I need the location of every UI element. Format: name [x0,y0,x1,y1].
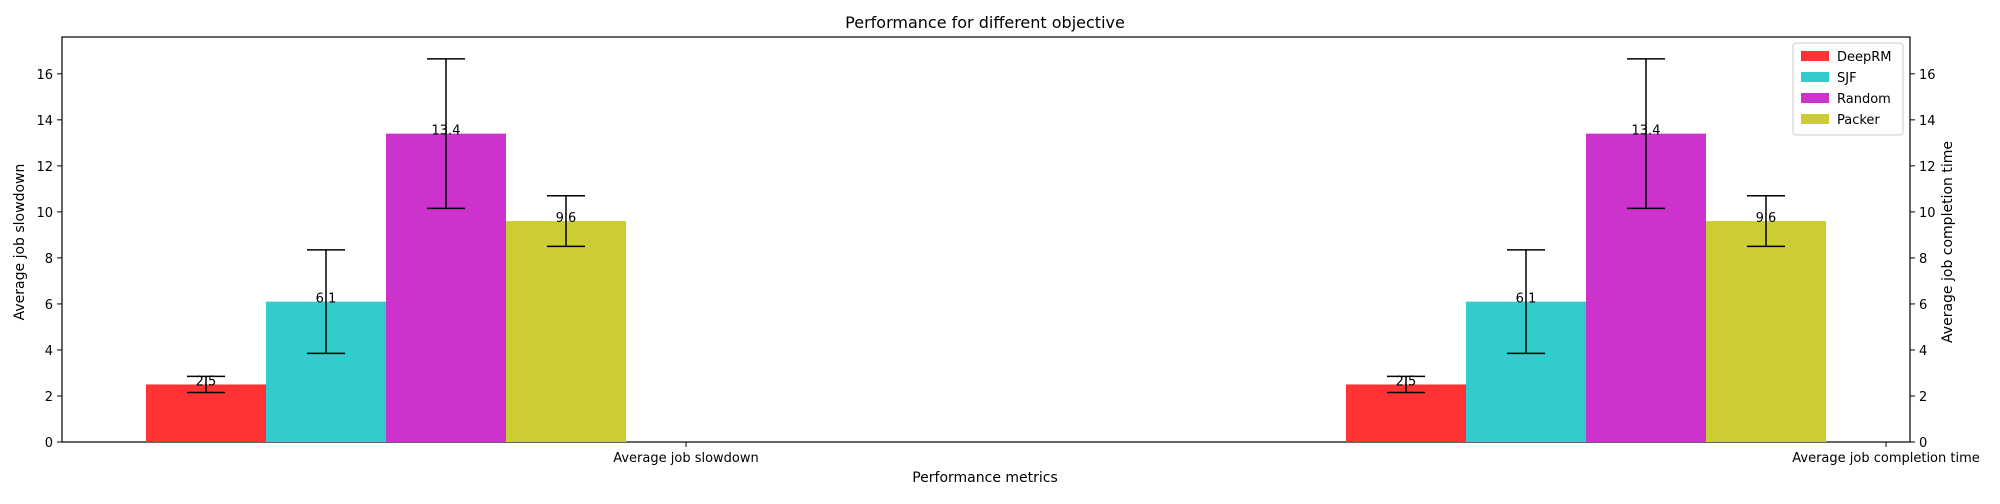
y-tick-label-right: 8 [1919,252,1927,267]
axes-frame [61,36,1911,443]
x-axis-label: Performance metrics [912,470,1058,486]
data-label: 2.5 [1396,374,1417,389]
y-tick-label-right: 10 [1919,206,1936,221]
bar-deeprm [146,384,266,442]
data-label: 13.4 [1632,124,1661,139]
y-tick-label-left: 4 [45,344,53,359]
y-tick-label-left: 10 [36,206,53,221]
legend-swatch [1801,93,1829,103]
data-label: 13.4 [432,124,461,139]
bar-deeprm [1346,384,1466,442]
y-tick-label-right: 4 [1919,344,1927,359]
legend-label: DeepRM [1837,50,1892,65]
y-tick-label-right: 12 [1919,160,1936,175]
y-tick-label-left: 8 [45,252,53,267]
data-label: 6.1 [316,292,337,307]
y-axis-label-right: Average job completion time [1940,141,1956,343]
legend-swatch [1801,114,1829,124]
data-label: 2.5 [196,374,217,389]
y-tick-label-left: 16 [36,68,53,83]
y-tick-label-right: 2 [1919,390,1927,405]
y-tick-label-left: 2 [45,390,53,405]
legend-box [1792,42,1904,136]
y-axis-label-left: Average job slowdown [12,164,28,321]
y-tick-label-left: 14 [36,114,53,129]
y-tick-label-right: 16 [1919,68,1936,83]
legend-label: Random [1837,92,1891,107]
y-tick-label-left: 0 [45,436,53,451]
x-tick-label: Average job slowdown [613,451,759,466]
plot-area: 0 0 2 2 4 4 6 6 8 8 10 10 12 12 14 14 16 16 Average job sl… [36,36,1980,466]
y-tick-label-left: 6 [45,298,53,313]
legend-swatch [1801,72,1829,82]
y-tick-label-right: 6 [1919,298,1927,313]
y-tick-label-left: 12 [36,160,53,175]
data-label: 9.6 [556,211,577,226]
legend: DeepRM SJF Random Packer [1792,42,1904,136]
data-label: 6.1 [1516,292,1537,307]
x-tick-label: Average job completion time [1792,451,1980,466]
legend-label: Packer [1837,113,1880,128]
bar-packer [1706,221,1826,442]
legend-label: SJF [1837,71,1857,86]
y-tick-label-right: 0 [1919,436,1927,451]
y-tick-label-right: 14 [1919,114,1936,129]
bar-packer [506,221,626,442]
legend-swatch [1801,51,1829,61]
data-label: 9.6 [1756,211,1777,226]
chart-title: Performance for different objective [845,13,1125,32]
